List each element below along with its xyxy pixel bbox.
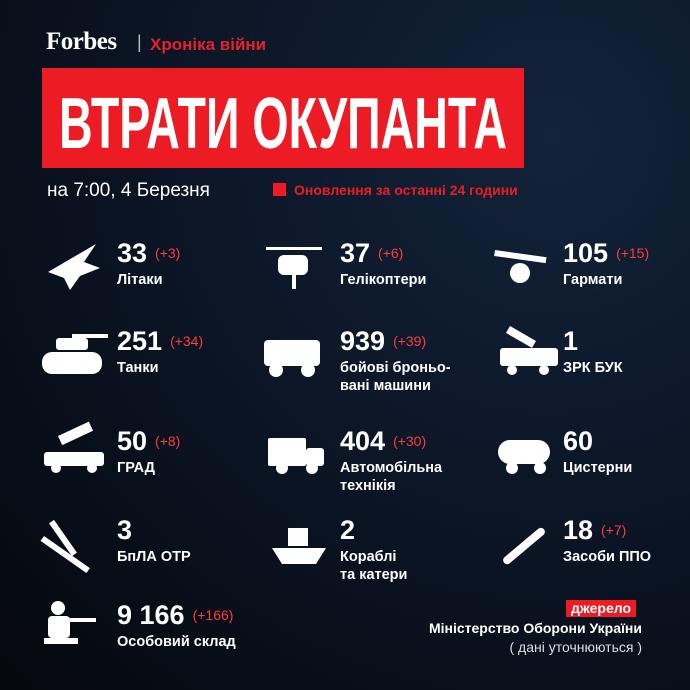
count-value: 18: [563, 515, 594, 545]
count-value: 251: [117, 326, 163, 356]
icon-drone: [40, 519, 90, 574]
icon-apc: [264, 340, 320, 377]
source-note: ( дані уточнюються ): [509, 639, 642, 655]
item-delta: (+6): [378, 245, 404, 261]
item: 1 ЗРК БУК: [563, 326, 623, 377]
count-value: 9 166: [117, 600, 185, 630]
item-label: Засоби ППО: [563, 549, 652, 565]
icon-tanker: [498, 440, 550, 474]
count-value: 939: [340, 326, 386, 356]
date: на 7:00, 4 Березня: [47, 180, 210, 201]
icon-gun: [494, 249, 547, 283]
count-value: 3: [117, 515, 133, 545]
icon-buk: [500, 325, 558, 375]
item-label: бойові броньо- вані машини: [340, 360, 451, 394]
item-delta: (+7): [601, 522, 627, 538]
count-value: 1: [563, 326, 579, 356]
item-count: 50 (+8): [117, 426, 180, 457]
icon-missile: [503, 527, 545, 565]
icon-truck: [268, 438, 324, 474]
count-value: 2: [340, 515, 356, 545]
item-count: 105 (+15): [563, 238, 649, 269]
item-label: Танки: [117, 360, 159, 376]
title: ВТРАТИ ОКУПАНТА: [59, 84, 507, 164]
item: 9 166 (+166) Особовий склад: [117, 600, 236, 651]
item: 2 Кораблі та катери: [340, 515, 407, 584]
icon-grad: [44, 421, 104, 473]
item-count: 404 (+30): [340, 426, 442, 457]
item: 939 (+39) бойові броньо- вані машини: [340, 326, 451, 395]
item: 37 (+6) Гелікоптери: [340, 238, 426, 289]
item: 404 (+30) Автомобільна технікія: [340, 426, 442, 495]
item-label: Цистерни: [563, 460, 633, 476]
icon-helicopter: [266, 247, 322, 289]
banner-svg: ВТРАТИ ОКУПАНТА: [59, 84, 507, 164]
count-value: 105: [563, 238, 609, 268]
brand: Forbes: [46, 28, 117, 55]
item-label: Кораблі та катери: [340, 549, 408, 583]
item-delta: (+15): [616, 245, 650, 261]
icon-tank: [42, 334, 108, 374]
legend-swatch: [273, 183, 286, 196]
item-count: 37 (+6): [340, 238, 426, 269]
source-tag: джерело: [566, 600, 637, 617]
item-delta: (+39): [393, 333, 427, 349]
item-label: БпЛА ОТР: [117, 549, 191, 565]
legend: Оновлення за останні 24 години: [294, 182, 518, 198]
section: Хроніка війни: [150, 35, 267, 54]
count-value: 60: [563, 426, 594, 456]
count-value: 404: [340, 426, 386, 456]
item-count: 1: [563, 326, 623, 357]
item: 18 (+7) Засоби ППО: [563, 515, 651, 566]
icon-plane: [48, 244, 100, 290]
item: 105 (+15) Гармати: [563, 238, 649, 289]
item-count: 3: [117, 515, 191, 546]
item-delta: (+8): [155, 433, 181, 449]
item-count: 9 166 (+166): [117, 600, 236, 631]
item-delta: (+34): [170, 333, 204, 349]
item-label: ГРАД: [117, 460, 155, 476]
item: 33 (+3) Літаки: [117, 238, 180, 289]
item-count: 2: [340, 515, 407, 546]
item: 60 Цистерни: [563, 426, 632, 477]
item-label: Гелікоптери: [340, 272, 427, 288]
icon-soldier: [44, 601, 96, 644]
item-delta: (+166): [192, 607, 234, 623]
separator: |: [137, 32, 142, 52]
count-value: 50: [117, 426, 148, 456]
item-label: Гармати: [563, 272, 623, 288]
item-count: 60: [563, 426, 632, 457]
item: 3 БпЛА ОТР: [117, 515, 191, 566]
item: 50 (+8) ГРАД: [117, 426, 180, 477]
item-label: Автомобільна технікія: [340, 460, 443, 494]
item-count: 33 (+3): [117, 238, 180, 269]
item-label: Літаки: [117, 272, 163, 288]
banner: ВТРАТИ ОКУПАНТА: [42, 68, 524, 168]
item-count: 251 (+34): [117, 326, 203, 357]
count-value: 33: [117, 238, 148, 268]
item-count: 18 (+7): [563, 515, 651, 546]
item-label: Особовий склад: [117, 634, 236, 650]
item: 251 (+34) Танки: [117, 326, 203, 377]
count-value: 37: [340, 238, 371, 268]
item-delta: (+3): [155, 245, 181, 261]
item-delta: (+30): [393, 433, 427, 449]
icon-ship: [272, 528, 326, 564]
source-name: Міністерство Оборони України: [428, 620, 642, 636]
item-count: 939 (+39): [340, 326, 451, 357]
item-label: ЗРК БУК: [563, 360, 623, 376]
